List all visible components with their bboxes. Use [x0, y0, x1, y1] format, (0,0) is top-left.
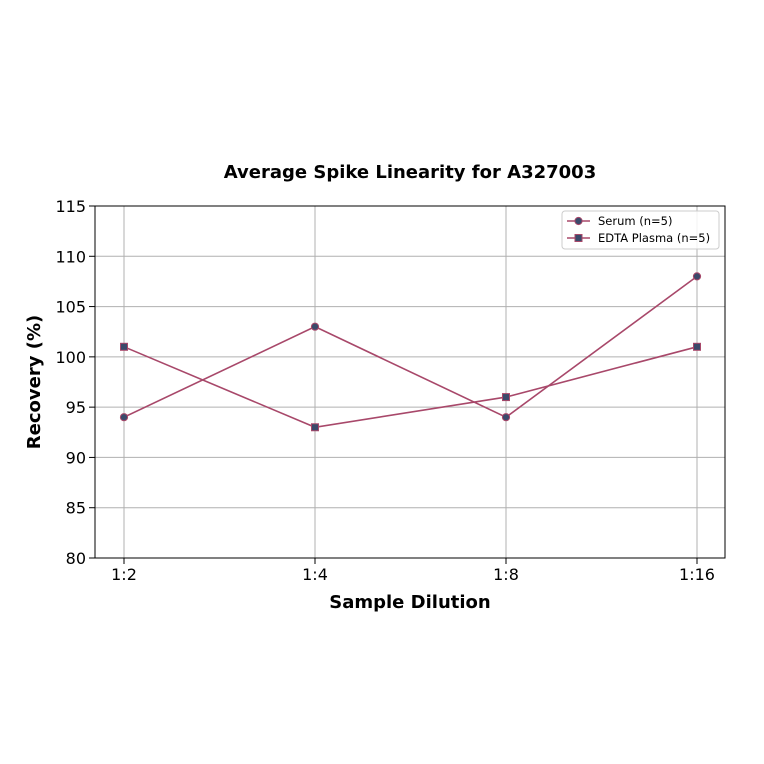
x-tick-label: 1:8: [493, 565, 519, 584]
data-point: [119, 413, 129, 422]
chart-title: Average Spike Linearity for A327003: [224, 162, 596, 183]
x-tick-label: 1:16: [679, 565, 715, 584]
y-tick-label: 85: [66, 499, 86, 518]
y-axis-label: Recovery (%): [24, 315, 45, 449]
legend: Serum (n=5) EDTA Plasma (n=5): [561, 210, 720, 250]
data-point: [693, 342, 701, 351]
legend-marker: [574, 216, 583, 226]
data-point: [692, 272, 702, 281]
series-1: [119, 272, 702, 422]
y-tick-label: 80: [66, 549, 86, 568]
y-tick-label: 90: [66, 448, 86, 467]
data-point: [120, 342, 128, 351]
y-tick-label: 105: [55, 298, 86, 317]
axis-ticks: 80 85 90 95 100 105 110 115 1:2 1:4 1:8 1:16: [55, 197, 715, 584]
series-line: [123, 275, 698, 419]
legend-box: [561, 210, 720, 250]
legend-marker: [574, 234, 583, 242]
y-tick-label: 110: [55, 247, 86, 266]
y-tick-label: 100: [55, 348, 86, 367]
legend-label: Serum (n=5): [598, 214, 672, 228]
y-tick-label: 115: [55, 197, 86, 216]
series-line: [123, 346, 698, 429]
data-point: [501, 413, 511, 422]
plot-area-frame: [94, 205, 726, 559]
x-tick-label: 1:4: [302, 565, 328, 584]
x-axis-label: Sample Dilution: [329, 592, 490, 613]
legend-label: EDTA Plasma (n=5): [598, 231, 710, 245]
x-tick-label: 1:2: [111, 565, 137, 584]
data-point: [311, 423, 319, 432]
data-point: [502, 393, 510, 402]
data-point: [310, 322, 320, 331]
grid-lines: [95, 205, 725, 559]
y-tick-label: 95: [66, 398, 86, 417]
series-2: [120, 342, 701, 432]
series-layer: [119, 272, 702, 432]
